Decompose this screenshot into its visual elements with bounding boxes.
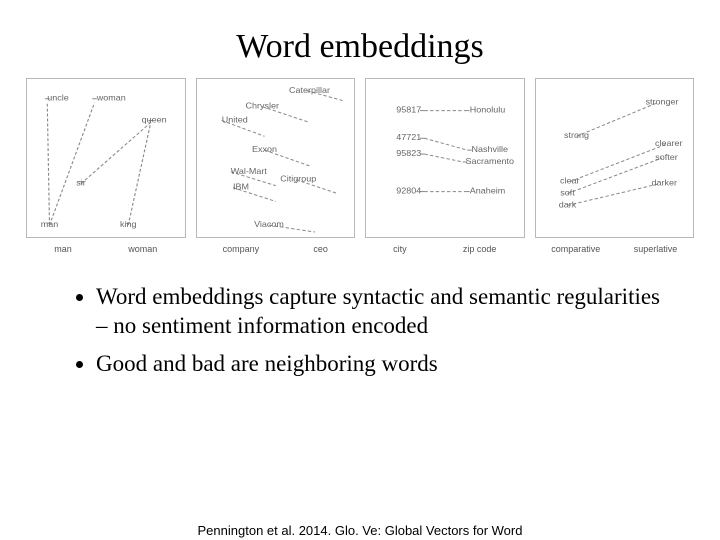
embedding-panel: uncle woman queen sir man king man woman [26, 78, 186, 254]
axis-left-label: company [223, 244, 260, 254]
word-label: queen [142, 115, 167, 124]
bullet-item: Word embeddings capture syntactic and se… [96, 282, 660, 341]
panels-row: uncle woman queen sir man king man woman Caterpi… [0, 78, 720, 254]
word-label: dark [558, 200, 576, 209]
relation-line [569, 144, 666, 182]
word-label: Wal-Mart [230, 166, 267, 175]
word-label: Sacramento [466, 156, 515, 165]
word-label: Anaheim [470, 186, 505, 195]
word-label: United [221, 115, 247, 124]
axis-left-label: comparative [551, 244, 600, 254]
axis-labels: company ceo [196, 244, 356, 254]
axis-labels: city zip code [365, 244, 525, 254]
axis-left-label: man [54, 244, 72, 254]
relation-line [567, 158, 662, 194]
word-label: soft [560, 188, 575, 197]
axis-right-label: ceo [313, 244, 328, 254]
citation-text: Pennington et al. 2014. Glo. Ve: Global … [0, 523, 720, 538]
axis-labels: man woman [26, 244, 186, 254]
embedding-panel: stronger strong clearer softer clear darker so… [535, 78, 695, 254]
embedding-panel: Caterpillar Chrysler United Exxon Wal-Mart Ci… [196, 78, 356, 254]
relation-line [425, 138, 468, 150]
word-label: king [120, 220, 137, 229]
word-label: Honolulu [470, 105, 506, 114]
word-label: 95817 [396, 105, 421, 114]
slide-title: Word embeddings [0, 0, 720, 78]
relation-line [50, 103, 95, 225]
relation-line [81, 122, 151, 183]
word-label: sir [76, 178, 86, 187]
panel-plot: 95817 Honolulu 47721 95823 Nashville Sacramen… [365, 78, 525, 238]
word-label: clear [560, 176, 580, 185]
relation-line [425, 154, 463, 162]
word-label: uncle [47, 93, 69, 102]
slide: Word embeddings uncle woman queen sir man kin… [0, 0, 720, 540]
word-label: man [41, 220, 59, 229]
embedding-panel: 95817 Honolulu 47721 95823 Nashville Sacramen… [365, 78, 525, 254]
axis-right-label: woman [128, 244, 157, 254]
word-label: stronger [645, 97, 678, 106]
axis-right-label: superlative [634, 244, 678, 254]
axis-left-label: city [393, 244, 407, 254]
relation-line [567, 184, 659, 206]
word-label: softer [655, 153, 678, 162]
word-label: Caterpillar [289, 85, 330, 94]
word-label: Citigroup [280, 174, 316, 183]
word-label: Chrysler [245, 101, 279, 110]
relation-line [128, 122, 151, 225]
bullet-list: Word embeddings capture syntactic and se… [0, 254, 720, 378]
word-label: Exxon [252, 145, 277, 154]
word-label: 47721 [396, 133, 421, 142]
word-label: clearer [655, 139, 683, 148]
relation-line [47, 103, 49, 225]
axis-labels: comparative superlative [535, 244, 695, 254]
word-label: Nashville [472, 145, 509, 154]
panel-plot: Caterpillar Chrysler United Exxon Wal-Mart Ci… [196, 78, 356, 238]
word-label: woman [96, 93, 126, 102]
word-label: strong [564, 131, 589, 140]
word-label: IBM [233, 182, 249, 191]
bullet-ul: Word embeddings capture syntactic and se… [78, 282, 660, 378]
axis-right-label: zip code [463, 244, 497, 254]
word-label: Viacom [254, 220, 284, 229]
bullet-item: Good and bad are neighboring words [96, 349, 660, 378]
word-label: 92804 [396, 186, 421, 195]
word-label: darker [651, 178, 677, 187]
word-label: 95823 [396, 149, 421, 158]
panel-plot: uncle woman queen sir man king [26, 78, 186, 238]
panel-plot: stronger strong clearer softer clear darker so… [535, 78, 695, 238]
